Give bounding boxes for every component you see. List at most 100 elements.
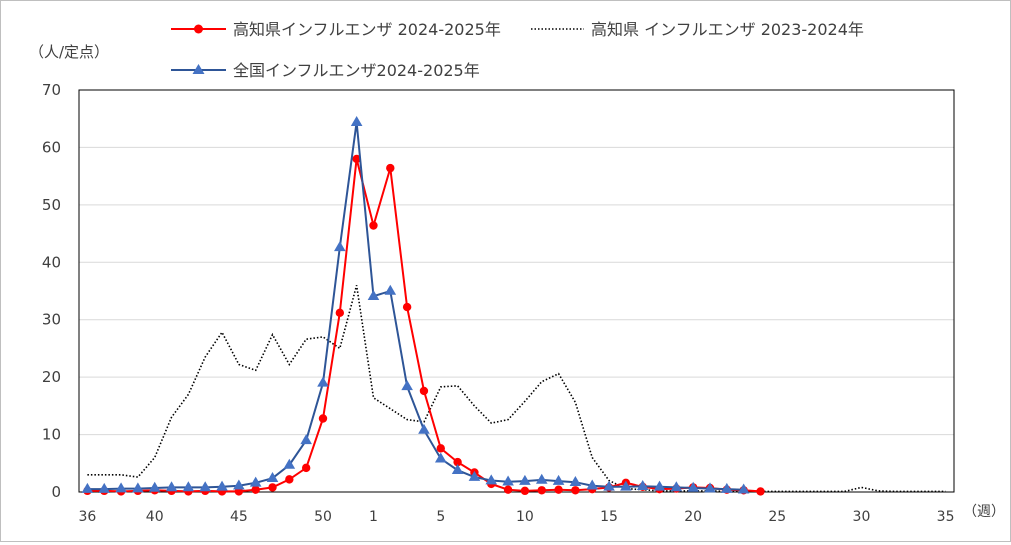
data-point — [520, 486, 530, 496]
gridlines — [79, 146, 954, 436]
legend-marker — [194, 24, 203, 34]
data-point — [419, 386, 429, 396]
data-point — [98, 482, 111, 493]
data-point — [756, 487, 765, 496]
data-point — [537, 486, 546, 495]
series-2 — [81, 115, 750, 494]
y-tick-label: 30 — [42, 311, 61, 329]
data-point — [704, 482, 716, 493]
legend-label: 高知県 インフルエンザ 2023-2024年 — [591, 20, 864, 39]
x-tick-label: 20 — [684, 509, 702, 525]
data-point — [485, 474, 498, 485]
data-point — [386, 163, 395, 173]
data-point — [571, 486, 580, 495]
data-point — [737, 483, 750, 494]
data-point — [335, 308, 345, 318]
data-point — [569, 476, 582, 487]
data-point — [233, 479, 245, 490]
data-point — [670, 481, 683, 492]
x-tick-label: 15 — [600, 509, 618, 525]
data-point — [249, 476, 262, 487]
data-point — [503, 485, 513, 494]
series-0 — [83, 154, 765, 496]
y-axis-unit: （人/定点） — [29, 43, 109, 61]
data-point — [165, 481, 178, 492]
data-point — [367, 289, 380, 300]
data-point — [554, 485, 563, 494]
data-point — [301, 463, 311, 473]
plot-area — [78, 89, 955, 493]
data-point — [318, 414, 328, 423]
y-tick-label: 50 — [42, 196, 61, 214]
legend-entry: 高知県インフルエンザ 2024-2025年 — [171, 20, 501, 39]
data-point — [115, 482, 127, 493]
y-tick-label: 0 — [51, 483, 61, 501]
x-tick-label: 30 — [853, 509, 871, 525]
data-point — [300, 434, 312, 445]
data-point — [418, 423, 430, 434]
data-point — [148, 481, 161, 492]
data-point — [182, 481, 195, 492]
data-point — [451, 463, 464, 474]
x-tick-label: 35 — [937, 509, 955, 525]
legend-label: 全国インフルエンザ2024-2025年 — [233, 61, 480, 80]
data-point — [603, 480, 615, 491]
y-tick-label: 20 — [42, 368, 61, 386]
legend: 高知県インフルエンザ 2024-2025年 高知県 インフルエンザ 2023-20… — [171, 20, 864, 80]
data-point — [216, 480, 228, 491]
x-axis-unit: （週） — [963, 504, 1005, 520]
data-point — [199, 481, 212, 492]
legend-marker — [192, 64, 205, 74]
data-point — [285, 475, 294, 484]
data-point — [334, 241, 346, 252]
data-point — [401, 380, 413, 391]
series-line — [87, 122, 744, 491]
x-tick-label: 36 — [78, 509, 96, 525]
x-tick-label: 45 — [230, 509, 248, 525]
data-point — [81, 482, 94, 493]
data-point — [266, 472, 279, 483]
data-point — [721, 482, 733, 493]
y-tick-label: 10 — [42, 426, 61, 444]
data-point — [434, 452, 447, 463]
legend-entry: 高知県 インフルエンザ 2023-2024年 — [531, 20, 864, 39]
x-tick-label: 40 — [146, 509, 164, 525]
data-point — [586, 479, 599, 490]
data-point — [369, 221, 378, 230]
x-tick-label: 50 — [314, 509, 332, 525]
data-point — [636, 480, 649, 491]
data-point — [283, 458, 296, 469]
data-point — [519, 474, 531, 485]
y-tick-label: 70 — [42, 81, 61, 99]
data-point — [436, 444, 445, 453]
x-tick-label: 25 — [768, 509, 786, 525]
data-point — [350, 115, 363, 126]
series-line — [87, 158, 761, 493]
x-tick-label: 1 — [369, 509, 378, 525]
y-tick-label: 60 — [42, 138, 61, 156]
data-point — [384, 284, 397, 295]
data-point — [502, 475, 514, 486]
data-point — [535, 473, 548, 484]
data-point — [352, 154, 361, 164]
legend-label: 高知県インフルエンザ 2024-2025年 — [233, 20, 501, 39]
data-point — [552, 474, 565, 485]
x-tick-label: 10 — [516, 509, 534, 525]
data-point — [268, 483, 277, 492]
data-point — [620, 480, 632, 491]
data-point — [317, 376, 329, 387]
data-point — [687, 481, 699, 492]
data-point — [653, 480, 666, 491]
data-point — [402, 302, 412, 312]
data-point — [132, 482, 144, 493]
y-tick-label: 40 — [42, 253, 61, 271]
y-axis-ticks: 0 10 20 30 40 50 60 70 — [42, 81, 61, 501]
data-point — [251, 485, 260, 494]
x-axis-ticks: 36 40 45 50 1 5 10 15 20 25 30 35 — [78, 509, 954, 525]
series-layer — [81, 115, 946, 496]
series-1 — [87, 285, 946, 493]
series-line — [87, 285, 946, 493]
legend-entry: 全国インフルエンザ2024-2025年 — [171, 61, 480, 80]
